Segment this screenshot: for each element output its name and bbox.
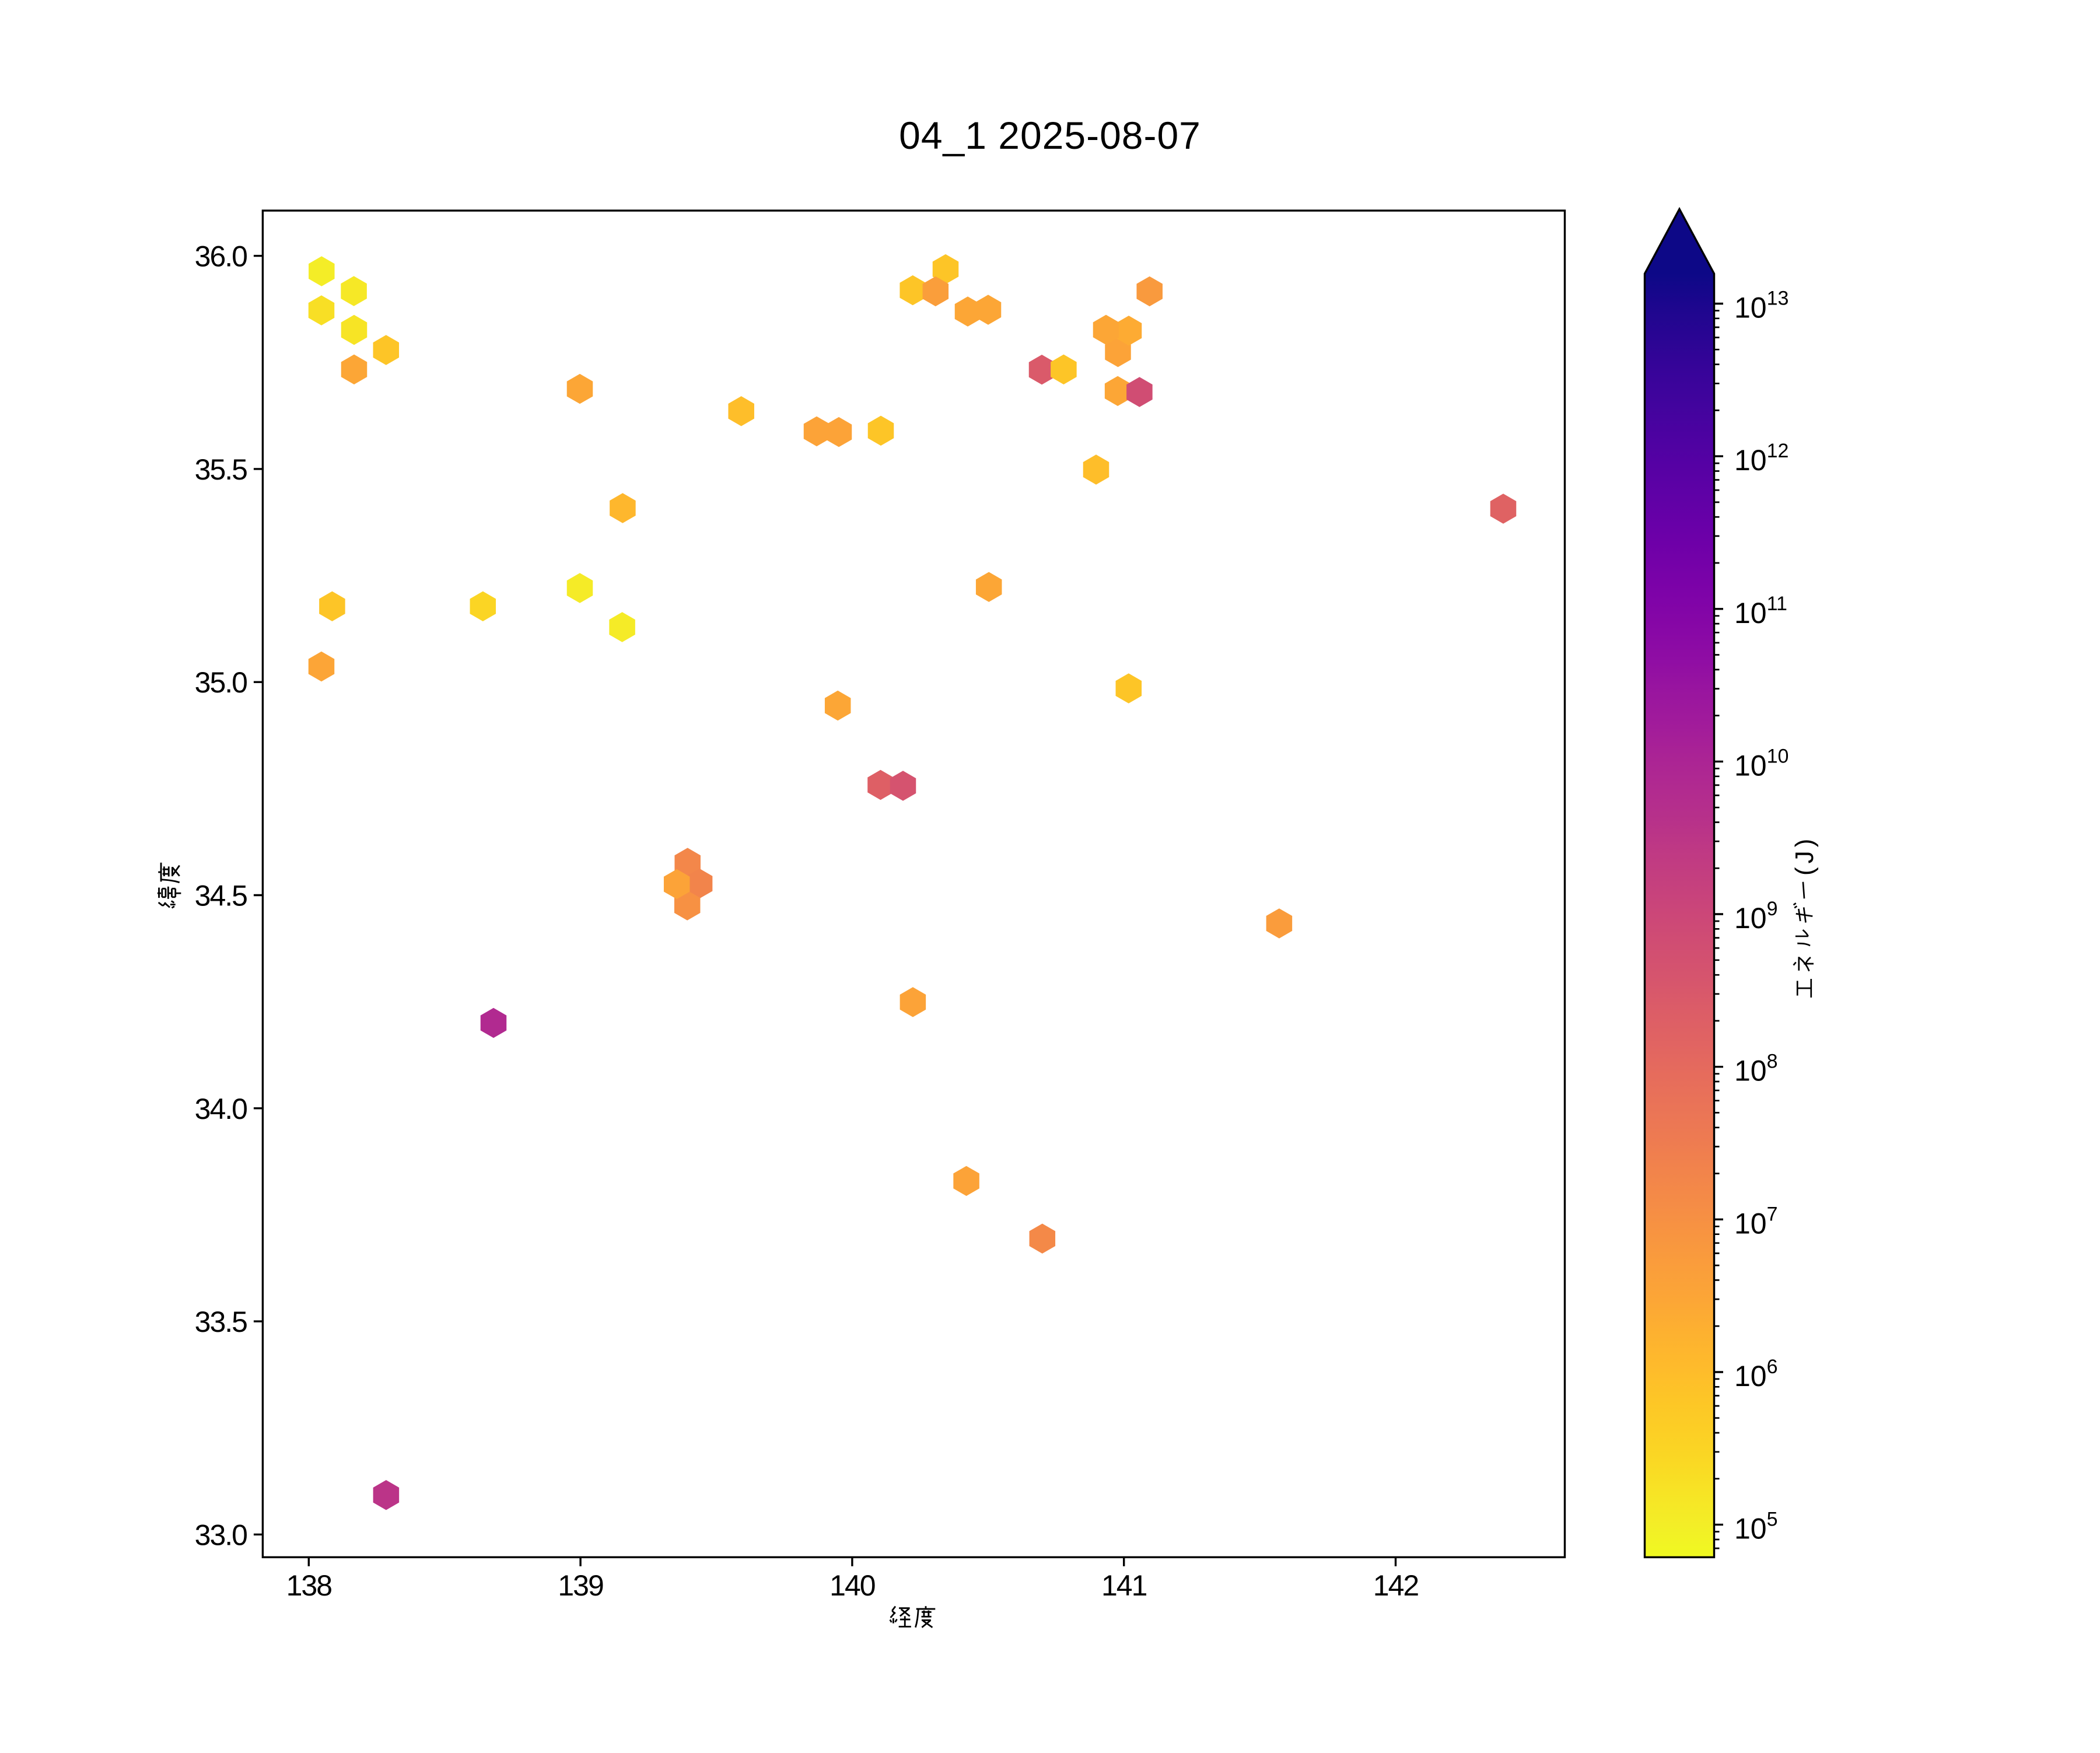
svg-text:141: 141 bbox=[1101, 1569, 1147, 1602]
svg-text:04_1 2025-08-07: 04_1 2025-08-07 bbox=[899, 114, 1201, 157]
svg-text:35.5: 35.5 bbox=[195, 453, 247, 486]
svg-text:35.0: 35.0 bbox=[195, 666, 247, 699]
svg-text:34.5: 34.5 bbox=[195, 880, 247, 912]
svg-text:138: 138 bbox=[286, 1569, 332, 1602]
svg-text:34.0: 34.0 bbox=[195, 1093, 247, 1125]
svg-text:139: 139 bbox=[558, 1569, 603, 1602]
svg-text:142: 142 bbox=[1373, 1569, 1419, 1602]
svg-text:1012: 1012 bbox=[1734, 440, 1788, 477]
svg-text:33.0: 33.0 bbox=[195, 1518, 247, 1551]
svg-text:109: 109 bbox=[1734, 898, 1778, 935]
svg-text:36.0: 36.0 bbox=[195, 240, 247, 273]
svg-text:(J): (J) bbox=[1790, 835, 1819, 876]
svg-text:33.5: 33.5 bbox=[195, 1306, 247, 1338]
svg-text:105: 105 bbox=[1734, 1509, 1778, 1545]
svg-text:1013: 1013 bbox=[1734, 288, 1788, 324]
svg-text:140: 140 bbox=[830, 1569, 875, 1602]
